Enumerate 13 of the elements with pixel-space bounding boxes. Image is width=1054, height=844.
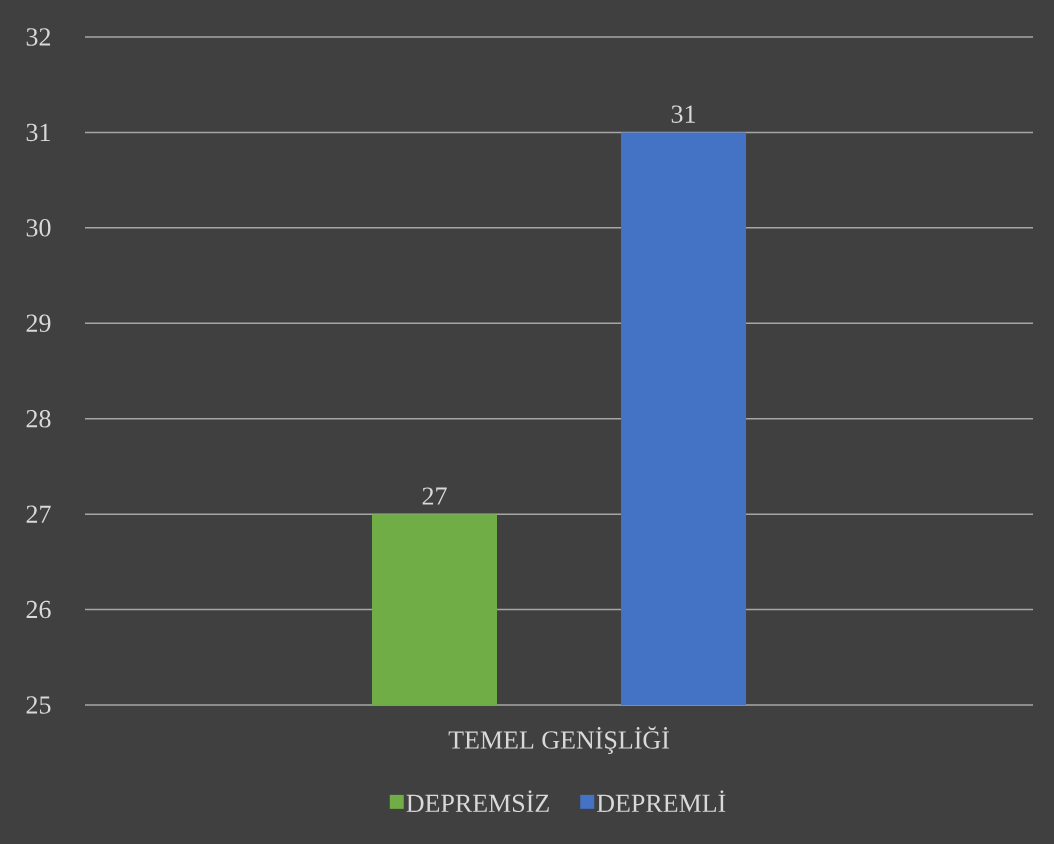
y-tick-label: 26 — [26, 600, 51, 619]
data-label: 27 — [422, 487, 447, 505]
data-label: 31 — [671, 105, 695, 123]
y-tick-label: 32 — [26, 28, 51, 46]
y-tick-label: 31 — [26, 123, 50, 142]
y-tick-label: 28 — [26, 409, 51, 428]
legend-label: DEPREMLİ — [596, 790, 726, 812]
x-tick-label: TEMEL GENİŞLİĞİ — [448, 726, 669, 755]
y-tick-label: 30 — [26, 219, 51, 237]
y-tick-label: 27 — [26, 505, 51, 523]
legend-label: DEPREMSİZ — [406, 790, 549, 813]
y-tick-label: 25 — [26, 696, 51, 714]
y-tick-label: 29 — [26, 314, 51, 333]
